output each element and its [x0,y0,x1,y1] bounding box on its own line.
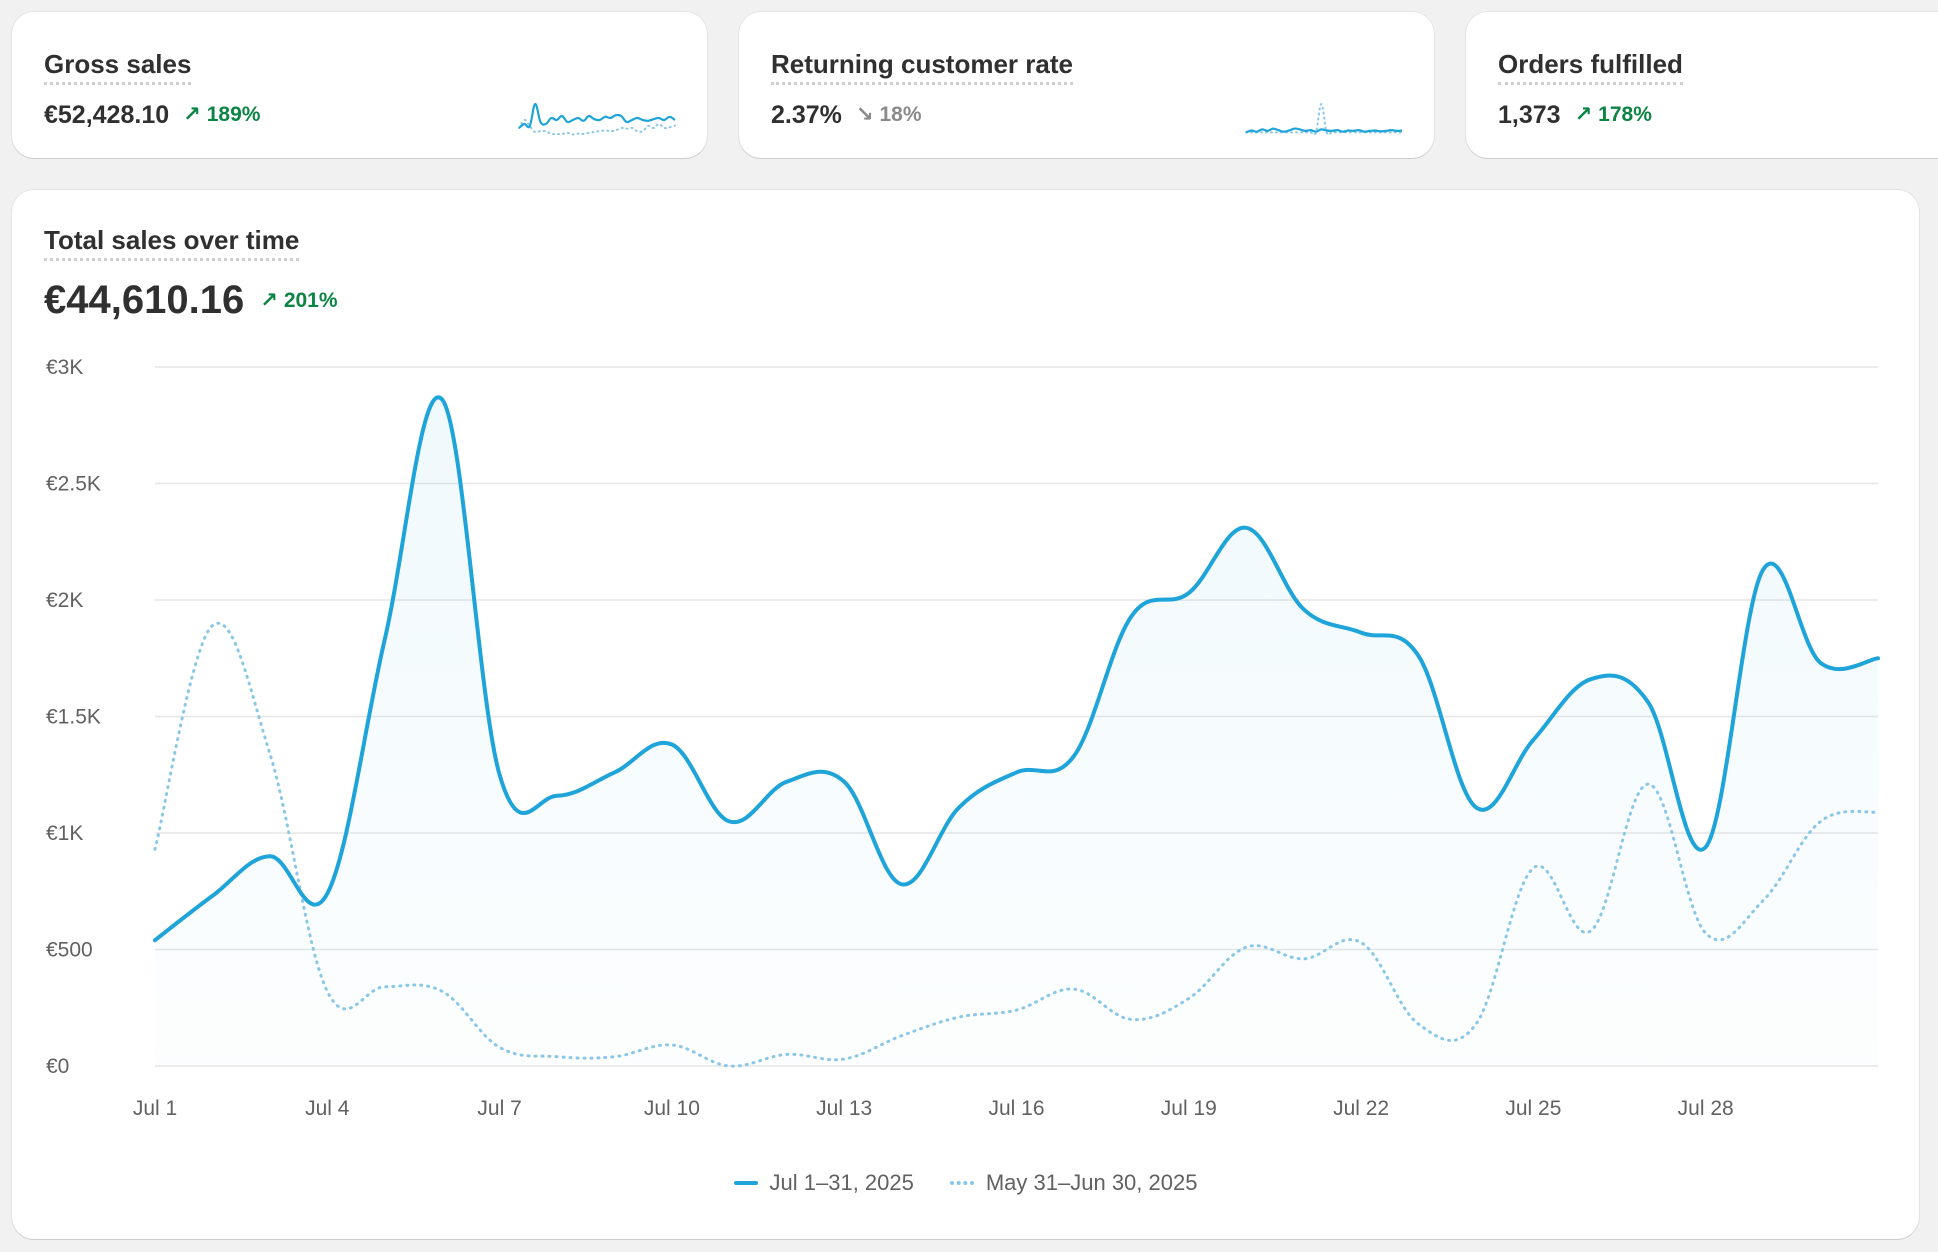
arrow-up-right-icon: ↗ [183,103,201,126]
sparkline-previous [1245,102,1403,136]
arrow-up-right-icon: ↗ [1574,103,1593,126]
total-sales-card: Total sales over time €44,610.16 ↗ 201% … [12,190,1919,1239]
metric-value-text: 2.37% [771,101,842,129]
chart-title[interactable]: Total sales over time [44,224,300,261]
metric-value: €52,428.10 ↗ 189% [44,95,260,135]
metric-delta-text: 178% [1598,103,1652,126]
series-line-previous[interactable] [153,621,1880,1068]
metric-value-text: 1,373 [1498,101,1561,129]
y-tick-label: €2K [46,589,83,612]
y-tick-label: €3K [46,356,83,379]
sparkline-chart [1245,102,1403,136]
arrow-down-right-icon: ↘ [855,103,874,126]
chart-legend: Jul 1–31, 2025 May 31–Jun 30, 2025 [12,1170,1919,1196]
legend-label: Jul 1–31, 2025 [769,1170,914,1195]
y-tick-label: €0 [46,1055,69,1078]
metric-title[interactable]: Orders fulfilled [1498,48,1683,85]
solid-line-swatch [733,1181,758,1185]
metric-card-orders-fulfilled[interactable]: Orders fulfilled 1,373 ↗ 178% [1466,12,1938,158]
dotted-line-swatch [949,1181,974,1185]
metric-value: 1,373 ↗ 178% [1498,95,1652,135]
line-chart[interactable]: €0 €500 €1K €1.5K €2K €2.5K €3K Jul 1 Jul 4 Jul 7… [12,190,1919,1190]
y-tick-label: €500 [46,939,93,962]
x-tick-label: Jul 28 [1678,1097,1734,1120]
x-tick-label: Jul 7 [477,1097,521,1120]
metric-title[interactable]: Gross sales [44,48,192,85]
y-tick-label: €1K [46,822,83,845]
x-tick-label: Jul 13 [816,1097,872,1120]
x-tick-label: Jul 25 [1505,1097,1561,1120]
metric-delta: ↘ 18% [856,95,922,135]
chart-delta: ↗ 201% [260,288,337,313]
metric-card-gross-sales[interactable]: Gross sales €52,428.10 ↗ 189% [12,12,707,158]
x-tick-label: Jul 22 [1333,1097,1389,1120]
metric-card-returning-customer-rate[interactable]: Returning customer rate 2.37% ↘ 18% [739,12,1434,158]
legend-item-previous[interactable]: May 31–Jun 30, 2025 [949,1170,1198,1196]
legend-label: May 31–Jun 30, 2025 [985,1170,1198,1195]
chart-total: €44,610.16 ↗ 201% [44,278,338,323]
sparkline-current [518,102,676,129]
series-area-current [155,397,1878,1066]
metric-delta-text: 189% [206,103,261,126]
sparkline-previous [518,119,676,136]
x-tick-label: Jul 4 [305,1097,350,1120]
series-line-current[interactable] [153,395,1880,943]
arrow-up-right-icon: ↗ [260,289,278,312]
metric-delta: ↗ 189% [183,95,260,135]
chart-total-value: €44,610.16 [44,278,245,322]
metric-delta-text: 18% [879,103,922,126]
x-tick-label: Jul 10 [644,1097,700,1120]
x-tick-label: Jul 19 [1161,1097,1217,1120]
metric-title[interactable]: Returning customer rate [771,48,1073,85]
metric-delta: ↗ 178% [1575,95,1652,135]
chart-delta-text: 201% [283,288,338,312]
metric-value-text: €52,428.10 [44,101,170,129]
metric-value: 2.37% ↘ 18% [771,95,922,135]
y-tick-label: €1.5K [46,706,101,729]
x-tick-label: Jul 16 [988,1097,1044,1120]
sparkline-current [1245,127,1403,134]
x-tick-label: Jul 1 [133,1097,177,1120]
y-tick-label: €2.5K [46,473,101,496]
sparkline-chart [518,102,676,136]
legend-item-current[interactable]: Jul 1–31, 2025 [733,1170,914,1196]
